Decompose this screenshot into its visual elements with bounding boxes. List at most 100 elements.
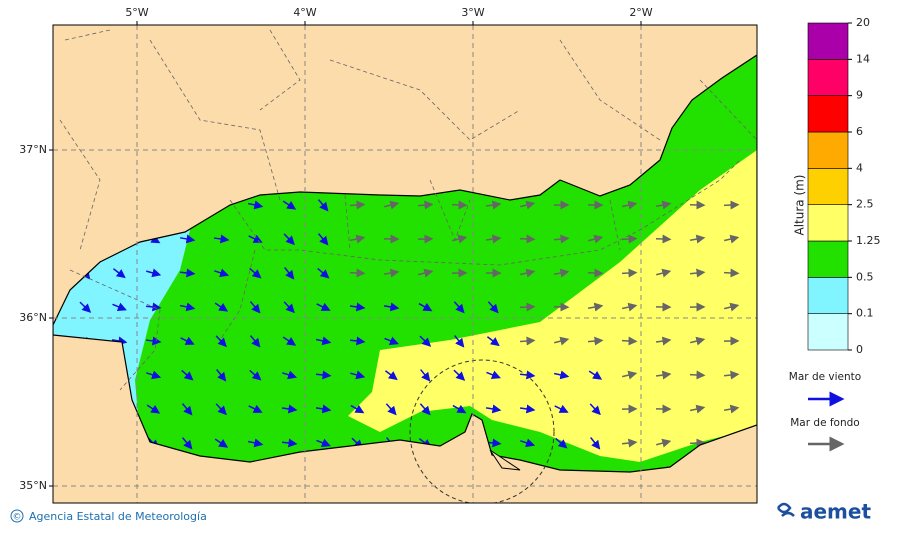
copyright-ring: [10, 509, 24, 523]
wave-arrow: [215, 335, 227, 348]
wave-arrow: [621, 302, 638, 312]
colorbar-label: 6: [856, 125, 863, 138]
wave-arrow: [214, 302, 229, 312]
wave-arrow: [487, 301, 499, 314]
lon-label: 5°W: [125, 6, 148, 19]
wave-arrow: [656, 268, 672, 278]
wave-arrow: [519, 234, 536, 244]
wave-arrow: [590, 437, 601, 450]
wave-arrow: [79, 301, 92, 313]
wave-arrow: [249, 335, 261, 348]
wave-arrow: [621, 268, 638, 278]
wave-arrow: [145, 302, 162, 312]
wave-arrow: [249, 267, 262, 279]
lagoon: [489, 449, 521, 471]
colorbar-bin: [807, 95, 849, 133]
legend-wind-sea: Mar de viento: [789, 371, 861, 383]
wave-arrow: [621, 234, 638, 244]
wave-arrow: [249, 369, 262, 381]
wave-arrow: [384, 370, 398, 381]
wave-arrow: [317, 233, 329, 246]
wave-arrow: [553, 370, 570, 380]
wave-arrow: [384, 200, 400, 210]
wave-arrow: [281, 404, 298, 414]
wave-arrow: [419, 403, 431, 416]
wave-arrow: [655, 370, 672, 380]
wave-arrow: [621, 336, 638, 346]
lon-label: 3°W: [461, 6, 484, 19]
agency-name: Agencia Estatal de Meteorología: [29, 510, 207, 523]
colorbar-bin: [807, 22, 849, 60]
wave-arrow: [486, 370, 501, 379]
colorbar-label: 20: [856, 16, 870, 29]
wave-arrow: [621, 200, 638, 210]
wave-arrow: [485, 404, 502, 414]
logo: aemet: [800, 500, 871, 524]
wave-arrow: [689, 268, 706, 278]
wave-arrow: [655, 336, 672, 346]
wave-arrow: [315, 404, 332, 414]
wave-arrow: [181, 403, 193, 416]
wave-arrow: [690, 336, 706, 346]
wave-arrow: [247, 200, 264, 210]
sea-rough: [348, 150, 757, 462]
wave-arrow: [520, 200, 536, 210]
wave-arrow: [317, 267, 330, 279]
colorbar-label: 1.25: [856, 234, 881, 247]
wave-arrow: [553, 268, 570, 278]
colorbar-bin: [807, 313, 849, 351]
wave-arrow: [385, 403, 397, 416]
wave-arrow: [621, 438, 638, 448]
colorbar-bin: [807, 168, 849, 205]
wave-arrow: [349, 200, 366, 210]
wave-arrow: [213, 234, 230, 244]
wave-arrow: [520, 438, 536, 448]
legend-title: Altura (m): [793, 174, 807, 235]
wave-arrow: [519, 302, 536, 312]
wave-arrow: [282, 370, 298, 380]
wave-arrow: [453, 369, 466, 381]
colorbar-label: 9: [856, 89, 863, 102]
wave-arrow: [349, 302, 366, 312]
colorbar-bin: [807, 204, 849, 242]
wave-arrow: [419, 335, 432, 347]
colorbar-label: 0: [856, 343, 863, 356]
colorbar-label: 2.5: [856, 198, 874, 211]
wave-arrow: [146, 404, 161, 414]
wave-arrow: [587, 302, 604, 312]
wave-arrow: [248, 234, 263, 243]
wave-arrow: [146, 370, 162, 380]
wave-arrow: [418, 302, 433, 312]
wave-arrow: [215, 403, 227, 416]
lat-label: 37°N: [19, 143, 47, 156]
colorbar-bin: [807, 59, 849, 96]
admin-border: [59, 29, 757, 391]
wave-arrow: [282, 200, 297, 210]
lon-label: 2°W: [629, 6, 652, 19]
wave-arrow: [282, 336, 297, 346]
wave-arrow: [485, 234, 502, 244]
wave-arrow: [723, 200, 740, 210]
wave-arrow: [317, 199, 329, 212]
lat-label: 35°N: [19, 479, 47, 492]
wave-arrow: [349, 234, 366, 244]
wave-arrow: [417, 200, 434, 210]
wave-arrow: [486, 336, 500, 347]
wave-arrow: [383, 268, 400, 278]
wave-arrow: [723, 370, 740, 380]
wave-arrow: [554, 404, 569, 413]
wave-arrow: [689, 438, 706, 448]
copyright: ©: [13, 513, 22, 523]
wave-arrow: [316, 302, 331, 311]
wave-arrow: [283, 233, 295, 246]
wave-arrow: [315, 336, 332, 346]
lon-label: 4°W: [293, 6, 316, 19]
wave-arrow: [553, 234, 570, 244]
wave-arrow: [349, 268, 366, 278]
colorbar-label: 0.5: [856, 270, 874, 283]
wave-arrow: [723, 268, 740, 278]
wave-arrow: [588, 370, 603, 380]
wave-arrow: [247, 438, 264, 448]
wave-arrow: [281, 438, 298, 448]
wave-arrow: [588, 234, 604, 244]
